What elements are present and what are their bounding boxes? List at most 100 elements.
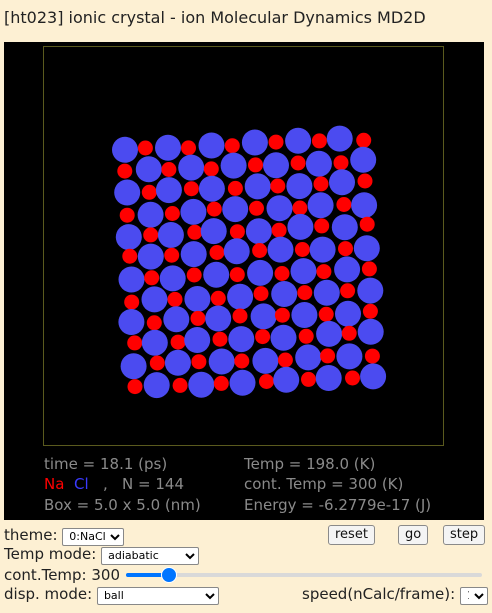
cl-ion — [198, 175, 225, 202]
temp-mode-row: Temp mode: adiabatic — [4, 545, 200, 565]
temp-mode-select[interactable]: adiabatic — [101, 546, 200, 565]
cl-ion — [205, 305, 232, 332]
na-ion — [127, 335, 143, 351]
cl-ion — [244, 173, 271, 200]
step-button[interactable]: step — [443, 525, 486, 545]
theme-row: theme: 0:NaCl — [4, 526, 125, 546]
theme-select[interactable]: 0:NaCl — [62, 527, 125, 546]
cont-temp-slider-fill — [126, 573, 169, 577]
cl-ion — [143, 372, 170, 399]
cl-ion — [334, 256, 361, 283]
cl-ion — [155, 134, 181, 161]
na-ion — [259, 374, 274, 389]
na-ion — [298, 328, 314, 344]
cl-ion — [198, 132, 225, 159]
cl-ion — [188, 371, 215, 398]
cl-ion — [178, 154, 205, 181]
cl-ion — [336, 343, 363, 370]
speed-select[interactable]: 1 — [459, 586, 488, 605]
na-ion — [186, 267, 202, 283]
cont-temp-slider[interactable] — [126, 567, 482, 583]
time-readout: time = 18.1 (ps) — [44, 455, 168, 473]
na-ion — [361, 261, 377, 277]
na-ion — [141, 184, 157, 200]
disp-mode-label: disp. mode: — [4, 585, 93, 603]
temp-mode-label: Temp mode: — [4, 545, 97, 563]
cl-ion — [250, 303, 277, 330]
na-ion — [274, 266, 290, 281]
na-ion — [181, 140, 196, 156]
speed-label: speed(nCalc/frame): — [302, 585, 456, 603]
na-ion — [212, 331, 228, 347]
na-ion — [255, 329, 271, 345]
na-ion — [191, 354, 207, 370]
cl-ion — [286, 173, 313, 200]
reset-button[interactable]: reset — [328, 525, 375, 545]
cl-ion — [200, 218, 227, 245]
cl-ion — [252, 347, 279, 374]
na-ion — [252, 243, 268, 258]
na-ion — [297, 285, 313, 301]
na-ion — [357, 173, 373, 189]
cl-ion — [114, 179, 141, 206]
cl-ion — [357, 277, 384, 304]
cl-ion — [329, 169, 355, 196]
na-ion — [301, 371, 316, 387]
cl-ion — [120, 353, 147, 380]
particle-count: N = 144 — [122, 475, 184, 493]
simulation-canvas[interactable]: time = 18.1 (ps) Na Cl , N = 144 Box = 5… — [4, 42, 484, 520]
cl-ion — [270, 324, 297, 351]
cl-ion — [184, 286, 211, 312]
box-size-readout: Box = 5.0 x 5.0 (nm) — [44, 496, 201, 514]
cl-ion — [313, 279, 340, 306]
temperature-readout: Temp = 198.0 (K) — [244, 455, 376, 473]
na-ion — [224, 138, 240, 154]
cl-ion — [137, 243, 164, 270]
app-title: [ht023] ionic crystal - ion Molecular Dy… — [4, 8, 426, 27]
na-ion — [292, 200, 308, 216]
cl-ion — [203, 261, 230, 288]
na-ion — [119, 207, 135, 223]
cl-ion — [164, 349, 191, 376]
na-ion — [229, 224, 245, 240]
na-ion — [274, 307, 290, 323]
cl-ion — [350, 146, 377, 173]
cl-ion — [291, 302, 318, 328]
na-ion — [364, 348, 380, 364]
na-ion — [314, 218, 330, 234]
cl-ion — [115, 224, 142, 251]
na-ion — [146, 315, 162, 331]
legend-separator: , — [102, 475, 108, 493]
na-ion — [270, 178, 286, 194]
na-ion — [290, 155, 306, 171]
na-ion — [161, 162, 177, 177]
cl-ion — [309, 236, 336, 263]
cl-ion — [357, 318, 384, 345]
cl-ion — [157, 222, 184, 248]
cl-ion — [287, 213, 314, 240]
cl-ion — [118, 266, 145, 293]
cl-ion — [228, 326, 255, 353]
na-ion — [320, 348, 336, 364]
na-ion — [187, 224, 203, 240]
na-ion — [249, 200, 264, 216]
control-temperature-readout: cont. Temp = 300 (K) — [244, 475, 404, 493]
disp-mode-select[interactable]: ball — [96, 586, 219, 605]
na-ion — [271, 222, 287, 238]
na-ion — [253, 286, 269, 302]
cl-ion — [222, 196, 249, 223]
cont-temp-slider-thumb[interactable] — [161, 567, 177, 583]
na-ion — [341, 325, 357, 341]
cl-ion — [184, 327, 211, 353]
na-ion — [333, 155, 349, 171]
cl-ion — [227, 283, 254, 310]
cl-ion — [229, 369, 256, 396]
cl-legend-label: Cl — [73, 475, 89, 493]
na-ion — [359, 216, 375, 232]
energy-readout: Energy = -6.2779e-17 (J) — [244, 496, 432, 514]
na-ion — [229, 267, 245, 283]
go-button[interactable]: go — [398, 525, 429, 545]
na-ion — [345, 370, 360, 386]
na-ion — [362, 303, 378, 319]
cl-ion — [245, 218, 272, 245]
